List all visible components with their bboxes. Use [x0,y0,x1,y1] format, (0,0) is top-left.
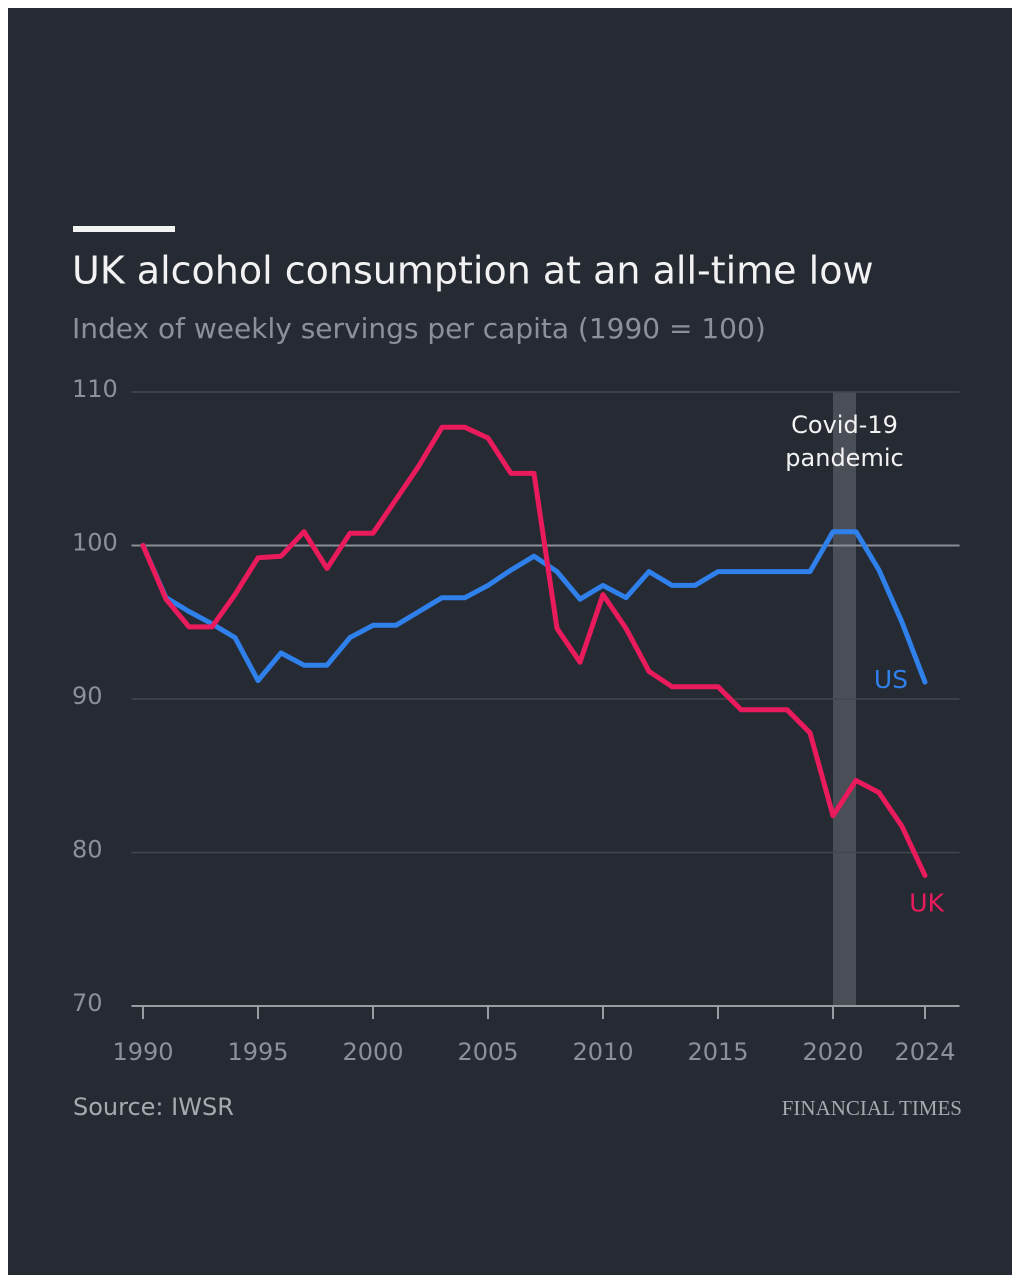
series-line [140,529,928,685]
annotation-text: pandemic [785,444,903,472]
x-tick-label: 1995 [227,1038,288,1066]
x-tick-label: 2010 [572,1038,633,1066]
title-rule [73,226,175,232]
series-line [140,424,928,878]
x-tick-label: 2015 [687,1038,748,1066]
y-tick-label: 90 [72,682,103,710]
series-label: UK [909,889,944,918]
publisher: FINANCIAL TIMES [782,1096,962,1120]
y-tick-label: 70 [72,989,103,1017]
x-tick-label: 2024 [894,1038,955,1066]
chart-subtitle: Index of weekly servings per capita (199… [72,312,766,345]
x-tick-label: 2020 [802,1038,863,1066]
x-tick-label: 2000 [342,1038,403,1066]
chart-background [8,8,1012,1275]
y-tick-label: 80 [72,836,103,864]
x-tick-label: 1990 [112,1038,173,1066]
annotation-text: Covid-19 [791,411,898,439]
y-tick-label: 100 [72,529,118,557]
source: Source: IWSR [73,1093,234,1121]
chart-title: UK alcohol consumption at an all-time lo… [72,249,874,293]
x-tick-label: 2005 [457,1038,518,1066]
series-label: US [874,665,908,694]
y-tick-label: 110 [72,375,118,403]
